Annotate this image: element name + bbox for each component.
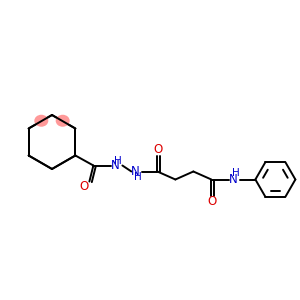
Text: N: N <box>111 159 120 172</box>
Ellipse shape <box>34 115 48 127</box>
Ellipse shape <box>56 115 70 127</box>
Text: O: O <box>80 180 89 193</box>
Text: H: H <box>232 169 239 178</box>
Text: H: H <box>113 155 121 166</box>
Text: N: N <box>229 173 238 186</box>
Text: H: H <box>134 172 141 182</box>
Text: O: O <box>154 143 163 156</box>
Text: N: N <box>131 165 140 178</box>
Text: O: O <box>208 195 217 208</box>
